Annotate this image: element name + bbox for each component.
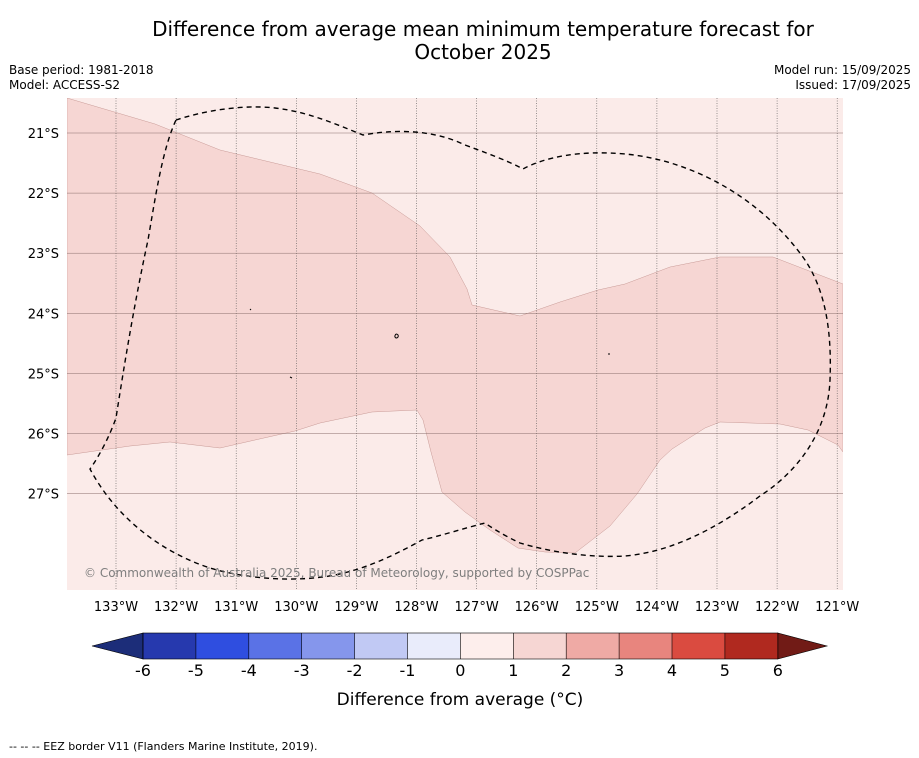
colorbar-tick-label: 1 [508,661,518,680]
colorbar-swatch [513,633,567,659]
longitude-tick-label: 127°W [455,600,499,615]
map-panel: © Commonwealth of Australia 2025, Bureau… [28,98,860,615]
colorbar-tick-label: 5 [720,661,730,680]
colorbar-swatch [460,633,514,659]
latitude-tick-label: 27°S [28,488,59,503]
longitude-tick-label: 121°W [815,600,859,615]
longitude-tick-label: 133°W [94,600,138,615]
longitude-tick-label: 130°W [274,600,318,615]
colorbar-extend-high [777,632,829,660]
island-speck-3 [394,333,399,339]
island-specks [249,308,610,379]
model-run: Model run: 15/09/2025 [773,63,911,77]
model-name: Model: ACCESS-S2 [9,78,121,92]
colorbar-tick-label: 0 [455,661,465,680]
colorbar-swatch [301,633,355,659]
colorbar-tick-label: 3 [614,661,624,680]
colorbar-tick-label: -1 [400,661,416,680]
colorbar-tick-label: -5 [188,661,204,680]
longitude-tick-label: 124°W [635,600,679,615]
longitude-tick-label: 129°W [334,600,378,615]
colorbar-swatch [195,633,250,659]
colorbar-swatch [354,633,408,659]
colorbar-tick-label: -3 [294,661,310,680]
colorbar-tick-label: -4 [241,661,257,680]
colorbar-swatch [407,633,461,659]
colorbar-tick-label: 6 [773,661,783,680]
colorbar-swatch [724,633,779,659]
meta-right: Model run: 15/09/2025 Issued: 17/09/2025 [774,63,911,93]
base-period: Base period: 1981-2018 [9,63,154,77]
colorbar-label: Difference from average (°C) [337,690,584,710]
issued-date: Issued: 17/09/2025 [795,78,911,92]
latitude-tick-label: 24°S [28,307,59,322]
colorbar-swatch [143,633,197,659]
colorbar-ticks: -6 -5 -4 -3 -2 -1 0 1 2 3 4 5 6 [135,633,783,680]
colorbar-tick-label: -2 [347,661,363,680]
longitude-tick-label: 126°W [515,600,559,615]
colorbar-swatches [91,632,829,660]
latitude-tick-label: 22°S [28,187,59,202]
colorbar-swatch [248,633,303,659]
longitude-tick-label: 128°W [394,600,438,615]
meta-left: Base period: 1981-2018 Model: ACCESS-S2 [9,63,154,93]
title-line-1: Difference from average mean minimum tem… [152,17,814,41]
latitude-tick-label: 21°S [28,127,59,142]
island-speck-2 [289,376,293,379]
map-title: Difference from average mean minimum tem… [0,18,919,64]
island-speck-1 [249,308,252,311]
longitude-tick-label: 122°W [755,600,799,615]
copyright-watermark: © Commonwealth of Australia 2025, Bureau… [84,566,589,580]
longitude-tick-label: 131°W [214,600,258,615]
title-line-2: October 2025 [414,40,552,64]
longitude-tick-label: 125°W [575,600,619,615]
graticule-lines [67,98,843,590]
latitude-tick-label: 23°S [28,247,59,262]
colorbar-swatch [619,633,673,659]
anomaly-region-1-2 [67,98,843,554]
longitude-tick-label: 132°W [154,600,198,615]
colorbar-tick-label: -6 [135,661,151,680]
colorbar-tick-label: 2 [561,661,571,680]
colorbar-extend-low [91,632,144,660]
colorbar-swatch [566,633,620,659]
colorbar-swatch [672,633,726,659]
longitude-tick-label: 123°W [695,600,739,615]
eez-border [89,106,832,580]
eez-footnote: -- -- -- EEZ border V11 (Flanders Marine… [9,740,318,753]
latitude-tick-label: 26°S [28,428,59,443]
colorbar-tick-label: 4 [667,661,677,680]
longitude-labels: 133°W 132°W 131°W 130°W 129°W 128°W 127°W 126°W… [94,600,860,615]
latitude-tick-label: 25°S [28,367,59,382]
latitude-labels: 21°S 22°S 23°S 24°S 25°S 26°S 27°S [28,127,59,503]
colorbar: -6 -5 -4 -3 -2 -1 0 1 2 3 4 5 6 Difference from aver… [91,632,829,710]
